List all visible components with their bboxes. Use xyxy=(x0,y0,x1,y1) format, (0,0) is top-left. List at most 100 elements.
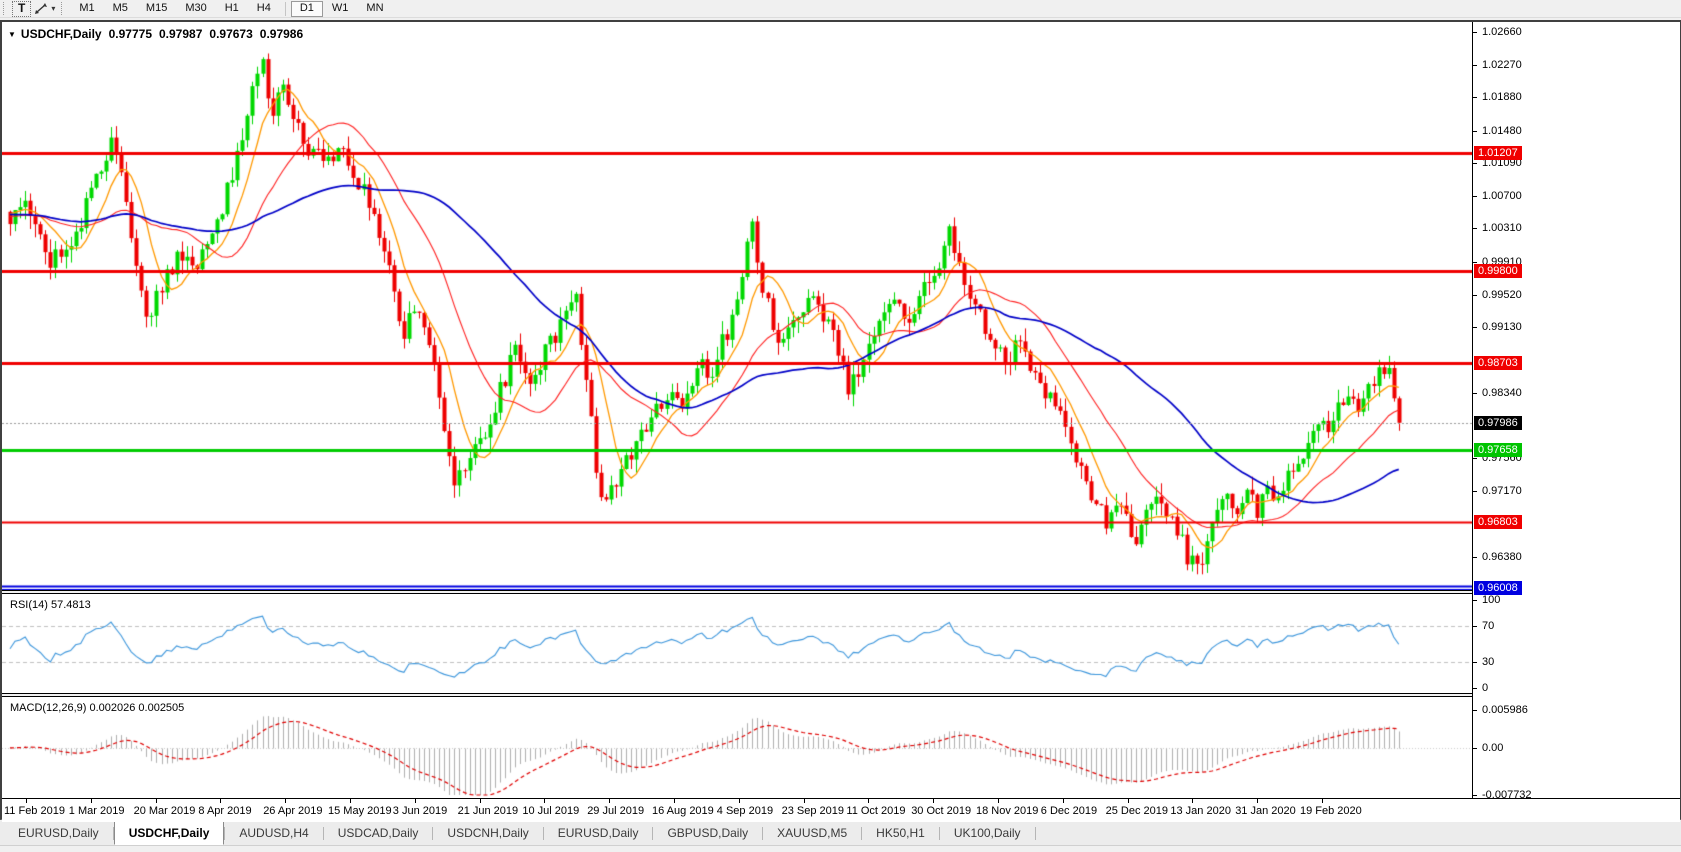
chart-title: ▼ USDCHF,Daily 0.97775 0.97987 0.97673 0… xyxy=(8,27,310,41)
date-tick-mark xyxy=(350,799,351,803)
ohlc-low: 0.97673 xyxy=(209,27,253,41)
chart-tab-hk50-h1[interactable]: HK50,H1 xyxy=(876,826,925,840)
ohlc-open: 0.97775 xyxy=(108,27,152,41)
price-level-badge: 1.01207 xyxy=(1474,146,1522,161)
date-axis-label: 30 Oct 2019 xyxy=(911,805,972,817)
date-tick-mark xyxy=(803,799,805,803)
date-axis-label: 13 Jan 2020 xyxy=(1170,805,1231,817)
price-level-badge: 0.97658 xyxy=(1474,443,1522,458)
date-tick-mark xyxy=(674,799,675,803)
date-axis-label: 4 Sep 2019 xyxy=(716,805,774,817)
tab-separator xyxy=(432,826,434,840)
top-toolbar: T ▾ M1 M5 M15 M30 H1 H4 D1 W1 MN xyxy=(0,0,1681,18)
date-axis-label: 16 Aug 2019 xyxy=(652,805,714,817)
date-tick-mark xyxy=(285,799,287,803)
macd-indicator-label: MACD(12,26,9) 0.002026 0.002505 xyxy=(10,702,185,714)
date-tick-mark xyxy=(998,799,999,803)
ohlc-high: 0.97987 xyxy=(159,27,203,41)
tab-separator xyxy=(542,826,544,840)
timeframe-button-h4[interactable]: H4 xyxy=(256,2,271,14)
timeframe-button-m15[interactable]: M15 xyxy=(145,2,168,14)
price-axis: 1.02660 1.02270 1.01880 1.01480 1.01090 1.007… xyxy=(1472,22,1680,801)
date-axis-label: 11 Feb 2019 xyxy=(4,805,65,817)
chart-tab-uk100-daily[interactable]: UK100,Daily xyxy=(953,826,1021,840)
date-axis-label: 20 Mar 2019 xyxy=(133,805,196,817)
macd-panel-divider[interactable] xyxy=(2,693,1472,697)
date-tick-mark xyxy=(933,799,935,803)
tab-separator xyxy=(322,826,324,840)
rsi-panel-divider[interactable] xyxy=(2,590,1472,594)
date-axis-label: 3 Jun 2019 xyxy=(392,805,448,817)
chart-tab-xauusd-m5[interactable]: XAUUSD,M5 xyxy=(777,826,848,840)
toolbar-grip[interactable] xyxy=(3,2,8,15)
date-tick-mark xyxy=(155,799,157,803)
date-tick-mark xyxy=(414,799,416,803)
tab-separator xyxy=(1034,826,1036,840)
date-axis-label: 31 Jan 2020 xyxy=(1235,805,1296,817)
chart-tab-bar: EURUSD,Daily USDCHF,Daily AUDUSD,H4 USDCAD,… xyxy=(0,821,1681,846)
price-level-badge: 0.98703 xyxy=(1474,355,1522,370)
date-tick-mark xyxy=(1192,799,1194,803)
timeframe-button-mn[interactable]: MN xyxy=(366,2,384,14)
chart-tab-usdcad-daily[interactable]: USDCAD,Daily xyxy=(337,826,419,840)
date-axis-label: 11 Oct 2019 xyxy=(846,805,906,817)
rsi-indicator-canvas[interactable] xyxy=(2,594,1472,693)
date-tick-mark xyxy=(544,799,546,803)
timeframe-button-m5[interactable]: M5 xyxy=(112,2,128,14)
chart-tab-eurusd-daily[interactable]: EURUSD,Daily xyxy=(18,826,99,840)
cursor-arrows-icon xyxy=(34,2,49,15)
price-level-badge: 0.96008 xyxy=(1474,581,1522,596)
timeframe-button-group: M1 M5 M15 M30 H1 H4 D1 W1 MN xyxy=(70,0,392,17)
timeframe-button-h1[interactable]: H1 xyxy=(224,2,239,14)
text-tool-button[interactable]: T xyxy=(12,0,32,17)
timeframe-button-d1[interactable]: D1 xyxy=(290,0,323,17)
timeframe-button-m1[interactable]: M1 xyxy=(79,2,95,14)
tab-separator xyxy=(762,826,764,840)
date-tick-mark xyxy=(1257,799,1259,803)
date-tick-mark xyxy=(738,799,740,803)
date-axis-label: 10 Jul 2019 xyxy=(522,805,580,817)
tab-separator xyxy=(861,826,863,840)
chart-tab-usdcnh-daily[interactable]: USDCNH,Daily xyxy=(447,826,529,840)
timeframe-button-w1[interactable]: W1 xyxy=(331,2,349,14)
chart-tab-gbpusd-daily[interactable]: GBPUSD,Daily xyxy=(667,826,749,840)
date-tick-mark xyxy=(868,799,870,803)
date-axis: 11 Feb 2019 1 Mar 2019 20 Mar 2019 8 Apr 20… xyxy=(2,798,1680,822)
date-axis-label: 29 Jul 2019 xyxy=(587,805,645,817)
chart-symbol-label: USDCHF,Daily xyxy=(20,27,102,41)
price-level-badge: 0.99800 xyxy=(1474,264,1522,279)
date-axis-label: 23 Sep 2019 xyxy=(781,805,844,817)
chart-tab-eurusd-daily[interactable]: EURUSD,Daily xyxy=(557,826,639,840)
date-tick-mark xyxy=(26,799,27,803)
date-axis-label: 19 Feb 2020 xyxy=(1300,805,1362,817)
chart-tab-usdchf-daily[interactable]: USDCHF,Daily xyxy=(113,821,225,845)
timeframe-button-m30[interactable]: M30 xyxy=(185,2,207,14)
macd-indicator-canvas[interactable] xyxy=(2,697,1472,798)
date-tick-mark xyxy=(609,799,611,803)
ohlc-close: 0.97986 xyxy=(259,27,304,41)
date-tick-mark xyxy=(1062,799,1064,803)
tab-separator xyxy=(938,826,940,840)
price-level-badge: 0.96803 xyxy=(1474,514,1522,529)
date-axis-label: 18 Nov 2019 xyxy=(976,805,1039,817)
cursor-arrows-button[interactable]: ▾ xyxy=(31,1,58,17)
chart-tab-audusd-h4[interactable]: AUDUSD,H4 xyxy=(239,826,309,840)
toolbar-separator xyxy=(284,1,286,16)
date-axis-label: 8 Apr 2019 xyxy=(198,805,252,817)
price-chart-canvas[interactable] xyxy=(2,22,1472,590)
collapse-triangle-icon[interactable]: ▼ xyxy=(8,29,16,39)
chevron-down-icon: ▾ xyxy=(51,4,56,13)
date-axis-label: 21 Jun 2019 xyxy=(457,805,519,817)
tab-separator xyxy=(112,826,114,840)
date-axis-label: 6 Dec 2019 xyxy=(1040,805,1098,817)
date-axis-label: 1 Mar 2019 xyxy=(68,805,125,817)
chart-window: ▼ USDCHF,Daily 0.97775 0.97987 0.97673 0… xyxy=(0,20,1681,822)
date-tick-mark xyxy=(1127,799,1129,803)
date-axis-label: 15 May 2019 xyxy=(328,805,392,817)
date-tick-mark xyxy=(1322,799,1323,803)
date-axis-label: 25 Dec 2019 xyxy=(1105,805,1168,817)
price-level-badge: 0.97986 xyxy=(1474,415,1522,430)
date-axis-label: 26 Apr 2019 xyxy=(263,805,323,817)
toolbar-grip[interactable] xyxy=(61,2,66,15)
